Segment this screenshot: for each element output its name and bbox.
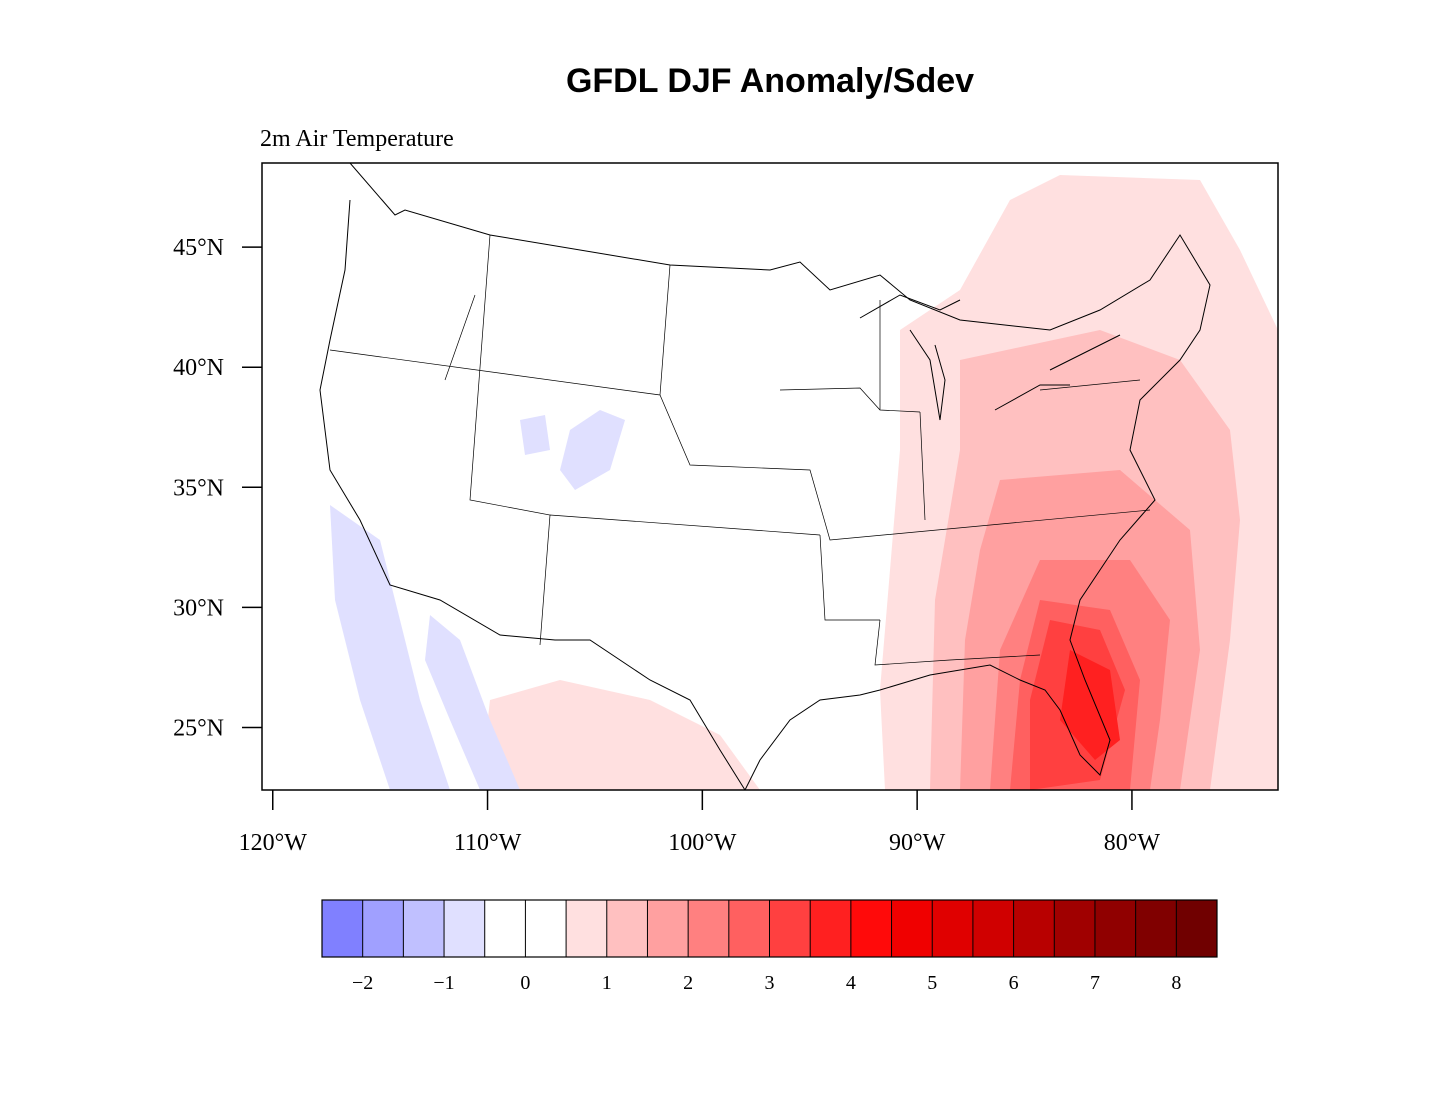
colorbar-label: 3 bbox=[765, 972, 775, 994]
colorbar-box bbox=[1094, 900, 1136, 957]
colorbar-label: 5 bbox=[927, 972, 937, 994]
colorbar-label: −2 bbox=[352, 972, 373, 994]
colorbar-label: 1 bbox=[602, 972, 612, 994]
colorbar-label: −1 bbox=[433, 972, 454, 994]
colorbar-box bbox=[1135, 900, 1177, 957]
y-tick-label: 40°N bbox=[173, 355, 224, 381]
colorbar-box bbox=[728, 900, 770, 957]
contour-fill bbox=[480, 680, 760, 790]
colorbar-box bbox=[769, 900, 811, 957]
state-lines bbox=[329, 234, 1151, 666]
x-tick-label: 90°W bbox=[889, 830, 946, 856]
x-tick-label: 120°W bbox=[239, 830, 308, 856]
contour-fill bbox=[560, 410, 625, 490]
colorbar-box bbox=[810, 900, 851, 957]
colorbar-label: 4 bbox=[846, 972, 856, 994]
colorbar-box bbox=[972, 900, 1014, 957]
colorbar-box bbox=[1176, 900, 1217, 957]
colorbar-box bbox=[688, 900, 729, 957]
colorbar-label: 7 bbox=[1090, 972, 1100, 994]
colorbar-box bbox=[606, 900, 648, 957]
subtitle: 2m Air Temperature bbox=[260, 126, 454, 152]
y-tick-label: 25°N bbox=[173, 716, 224, 742]
colorbar-box bbox=[484, 900, 526, 957]
colorbar-box bbox=[850, 900, 892, 957]
colorbar-label: 0 bbox=[520, 972, 530, 994]
colorbar-box bbox=[322, 900, 363, 957]
x-tick-label: 100°W bbox=[668, 830, 737, 856]
y-tick-label: 35°N bbox=[173, 475, 224, 501]
colorbar-box bbox=[566, 900, 607, 957]
map-frame bbox=[261, 162, 1279, 791]
x-tick-label: 110°W bbox=[454, 830, 522, 856]
title: GFDL DJF Anomaly/Sdev bbox=[566, 62, 974, 100]
contour-fill bbox=[520, 415, 550, 455]
colorbar-box bbox=[403, 900, 445, 957]
colorbar-box bbox=[362, 900, 404, 957]
colorbar-box bbox=[525, 900, 567, 957]
colorbar-label: 6 bbox=[1009, 972, 1019, 994]
y-tick-label: 30°N bbox=[173, 595, 224, 621]
colorbar-box bbox=[1013, 900, 1055, 957]
colorbar-box bbox=[932, 900, 973, 957]
contour-fill bbox=[1060, 650, 1120, 760]
great-lakes bbox=[859, 294, 1121, 421]
colorbar: −2 −1 0 1 2 3 4 5 6 7 8 bbox=[321, 899, 1218, 994]
colorbar-frame bbox=[321, 899, 1218, 958]
us-outline bbox=[319, 163, 1211, 790]
colorbar-box bbox=[1054, 900, 1095, 957]
colorbar-box bbox=[891, 900, 933, 957]
y-tick-label: 45°N bbox=[173, 235, 224, 261]
contour-fills bbox=[330, 175, 1278, 790]
contour-fill bbox=[425, 615, 520, 790]
colorbar-label: 2 bbox=[683, 972, 693, 994]
colorbar-label: 8 bbox=[1171, 972, 1181, 994]
x-tick-label: 80°W bbox=[1104, 830, 1161, 856]
coastlines bbox=[319, 163, 1211, 790]
colorbar-box bbox=[647, 900, 689, 957]
contour-fill bbox=[330, 505, 450, 790]
colorbar-box bbox=[444, 900, 485, 957]
